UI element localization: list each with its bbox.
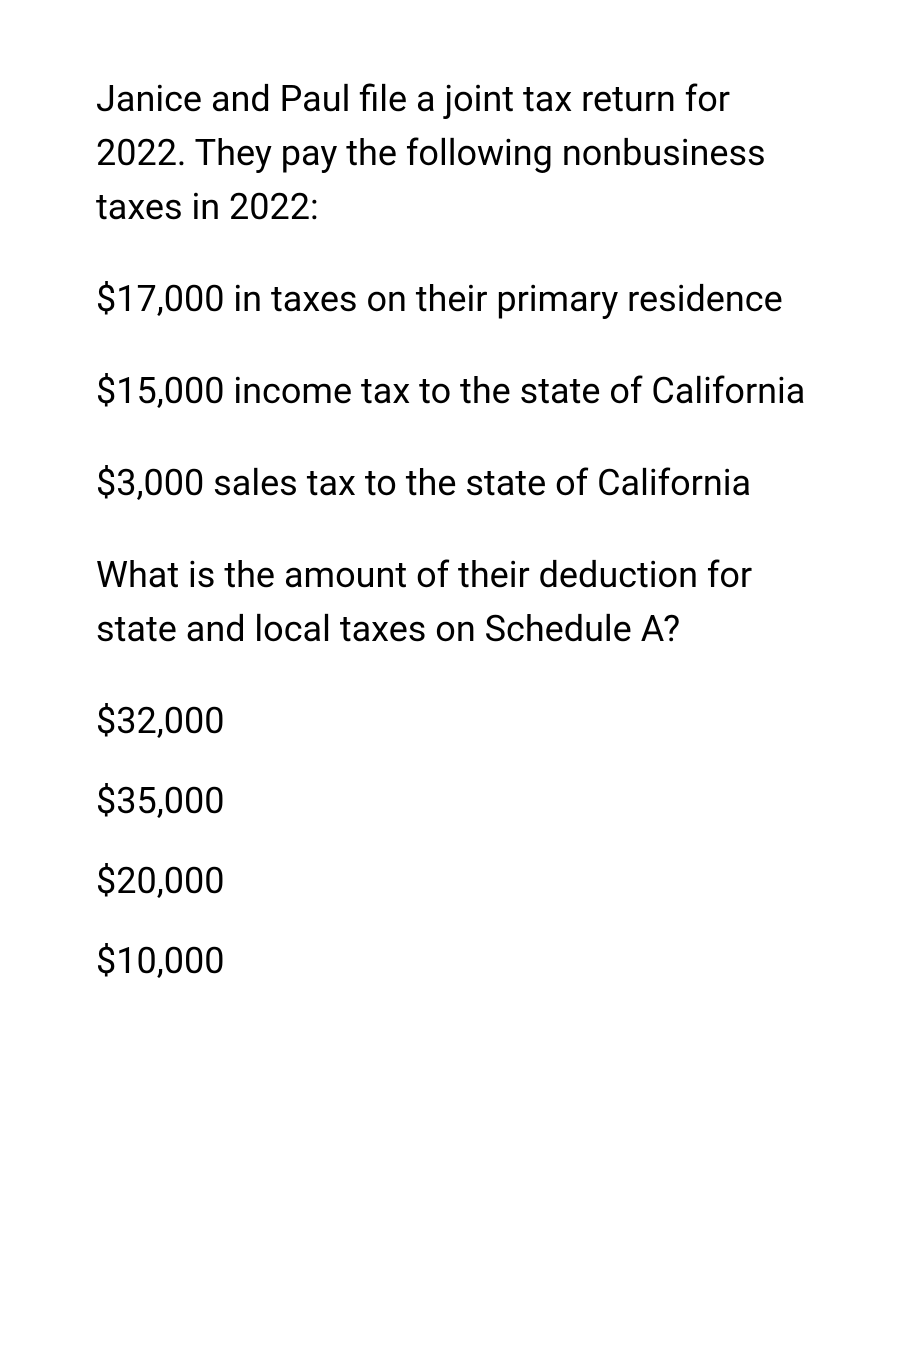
answer-option-c[interactable]: $20,000 <box>96 854 816 908</box>
answer-option-b[interactable]: $35,000 <box>96 774 816 828</box>
question-intro: Janice and Paul file a joint tax return … <box>96 72 816 234</box>
answer-option-a[interactable]: $32,000 <box>96 694 816 748</box>
tax-item-2: $15,000 income tax to the state of Calif… <box>96 364 816 418</box>
answer-option-d[interactable]: $10,000 <box>96 934 816 988</box>
question-prompt: What is the amount of their deduction fo… <box>96 548 816 656</box>
tax-item-1: $17,000 in taxes on their primary reside… <box>96 272 816 326</box>
tax-item-3: $3,000 sales tax to the state of Califor… <box>96 456 816 510</box>
